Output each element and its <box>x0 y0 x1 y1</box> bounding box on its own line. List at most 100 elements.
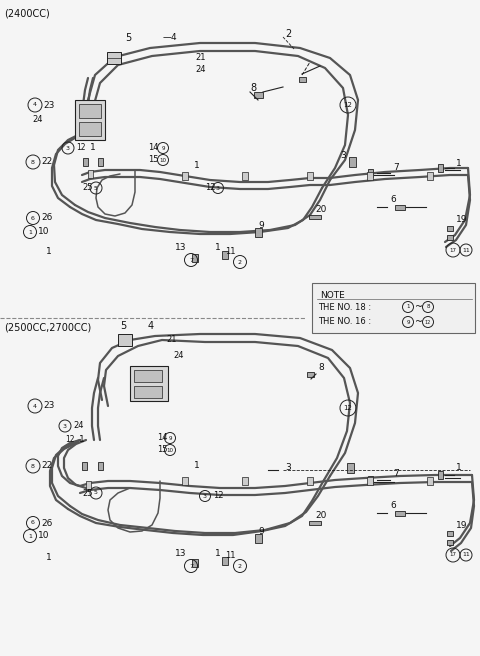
Text: 9: 9 <box>406 319 410 325</box>
Text: 22: 22 <box>41 157 52 167</box>
Text: 3: 3 <box>63 424 67 428</box>
Text: 23: 23 <box>43 100 54 110</box>
Text: 1: 1 <box>215 243 221 253</box>
Text: THE NO. 18 :: THE NO. 18 : <box>318 302 374 312</box>
Text: 13: 13 <box>175 548 187 558</box>
Text: 8: 8 <box>250 83 256 93</box>
Text: 11: 11 <box>225 552 236 560</box>
Text: 12: 12 <box>76 144 85 152</box>
Text: ~: ~ <box>415 317 423 327</box>
Text: 9: 9 <box>258 527 264 535</box>
Text: 17: 17 <box>449 552 456 558</box>
Text: 1: 1 <box>194 462 200 470</box>
Bar <box>367 477 373 485</box>
Text: 25: 25 <box>82 184 93 192</box>
Text: 12: 12 <box>344 405 352 411</box>
Text: 7: 7 <box>189 564 193 569</box>
Text: 6: 6 <box>390 195 396 205</box>
Text: 11: 11 <box>225 247 236 256</box>
Text: 5: 5 <box>125 33 131 43</box>
Text: 5: 5 <box>94 491 98 495</box>
Text: 8: 8 <box>31 159 35 165</box>
Text: 5: 5 <box>120 321 126 331</box>
Text: 5: 5 <box>94 186 98 190</box>
Bar <box>118 334 132 346</box>
Bar <box>87 170 93 178</box>
Text: 8: 8 <box>318 363 324 373</box>
Bar <box>242 477 248 485</box>
Text: 12: 12 <box>205 184 216 192</box>
Text: ~: ~ <box>415 302 423 312</box>
Text: 3: 3 <box>203 493 207 499</box>
Text: 19: 19 <box>456 216 468 224</box>
Text: 2: 2 <box>285 29 291 39</box>
Text: 11: 11 <box>462 552 470 558</box>
Text: 14: 14 <box>157 434 168 443</box>
Text: 1: 1 <box>90 144 96 152</box>
Text: 6: 6 <box>31 216 35 220</box>
Bar <box>192 559 198 567</box>
Bar <box>182 172 188 180</box>
Text: (2500CC,2700CC): (2500CC,2700CC) <box>4 322 91 332</box>
Text: 9: 9 <box>168 436 172 440</box>
Text: 15: 15 <box>157 445 168 455</box>
Text: 10: 10 <box>38 228 49 237</box>
Text: 8: 8 <box>31 464 35 468</box>
Text: 3: 3 <box>285 464 291 472</box>
Bar <box>83 158 87 166</box>
Text: 1: 1 <box>456 464 462 472</box>
Text: 7: 7 <box>393 163 399 171</box>
Bar <box>447 531 453 535</box>
Text: 21: 21 <box>166 335 177 344</box>
Bar <box>97 462 103 470</box>
Bar <box>307 172 313 180</box>
Text: 7: 7 <box>393 468 399 478</box>
Bar <box>347 463 353 473</box>
Bar <box>107 52 121 64</box>
Text: 12: 12 <box>65 436 74 445</box>
Text: 21: 21 <box>195 54 205 62</box>
Text: 1: 1 <box>46 247 52 256</box>
Bar <box>367 172 373 180</box>
Bar <box>447 226 453 230</box>
Text: 13: 13 <box>175 243 187 253</box>
Text: 1: 1 <box>28 533 32 539</box>
Bar <box>253 92 263 98</box>
Bar <box>222 251 228 259</box>
Bar <box>299 77 305 81</box>
Bar <box>182 477 188 485</box>
Text: 1: 1 <box>406 304 410 310</box>
Text: 17: 17 <box>449 247 456 253</box>
Text: 12: 12 <box>213 491 224 501</box>
Text: 4: 4 <box>33 403 37 409</box>
Bar <box>437 471 443 479</box>
Text: 2: 2 <box>238 564 242 569</box>
Text: 6: 6 <box>31 520 35 525</box>
Text: —4: —4 <box>163 33 178 43</box>
Bar <box>395 205 405 209</box>
Text: 8: 8 <box>426 304 430 310</box>
Bar <box>437 164 443 172</box>
Bar <box>309 521 321 525</box>
Text: 4: 4 <box>148 321 154 331</box>
Text: 1: 1 <box>194 161 200 169</box>
Bar <box>309 215 321 219</box>
Text: 9: 9 <box>161 146 165 150</box>
Text: 24: 24 <box>173 352 183 361</box>
Bar <box>85 481 91 489</box>
Text: 10: 10 <box>159 157 167 163</box>
Text: 10: 10 <box>38 531 49 541</box>
Text: 24: 24 <box>32 115 43 125</box>
Bar <box>130 366 168 401</box>
Text: 14: 14 <box>148 144 158 152</box>
Text: 26: 26 <box>41 518 52 527</box>
Text: 20: 20 <box>315 512 326 520</box>
Text: 6: 6 <box>390 501 396 510</box>
Text: 19: 19 <box>456 520 468 529</box>
Text: 20: 20 <box>315 205 326 215</box>
Text: 10: 10 <box>167 447 173 453</box>
Text: (2400CC): (2400CC) <box>4 9 50 19</box>
Text: 1: 1 <box>79 436 85 445</box>
Bar <box>222 557 228 565</box>
Bar <box>75 100 105 140</box>
